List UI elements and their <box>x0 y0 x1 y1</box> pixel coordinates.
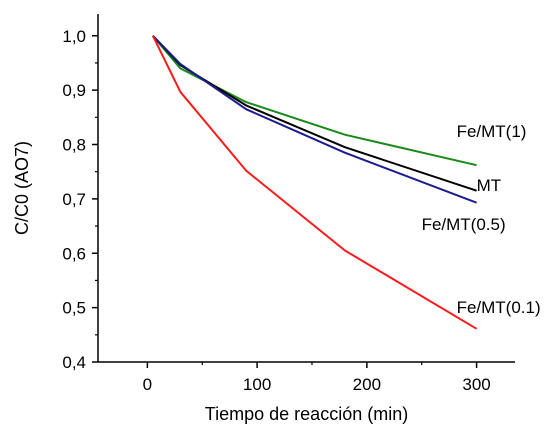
y-tick-label: 0,4 <box>62 353 86 372</box>
y-tick-label: 0,9 <box>62 81 86 100</box>
y-tick-label: 0,5 <box>62 299 86 318</box>
series-label: Fe/MT(0.5) <box>422 215 506 234</box>
series-layer <box>152 35 478 330</box>
series-line <box>152 35 477 192</box>
series-line <box>152 35 477 167</box>
x-axis-title: Tiempo de reacción (min) <box>205 404 408 424</box>
y-tick-label: 0,6 <box>62 244 86 263</box>
series-line <box>152 35 477 204</box>
x-tick-label: 300 <box>462 375 490 394</box>
x-tick-label: 0 <box>143 375 152 394</box>
series-label: Fe/MT(1) <box>457 122 527 141</box>
x-tick-label: 200 <box>353 375 381 394</box>
y-tick-label: 0,8 <box>62 136 86 155</box>
y-axis-title: C/C0 (AO7) <box>12 141 32 235</box>
x-tick-label: 100 <box>243 375 271 394</box>
series-line <box>152 35 478 330</box>
y-tick-label: 1,0 <box>62 27 86 46</box>
series-labels: Fe/MT(1) MT Fe/MT(0.5) Fe/MT(0.1) <box>422 122 541 317</box>
series-label: Fe/MT(0.1) <box>457 298 541 317</box>
y-tick-label: 0,7 <box>62 190 86 209</box>
series-label: MT <box>477 176 502 195</box>
axes: 0 100 200 300 0,4 0,5 0,6 0,7 0,8 0,9 1,0 <box>62 14 515 394</box>
